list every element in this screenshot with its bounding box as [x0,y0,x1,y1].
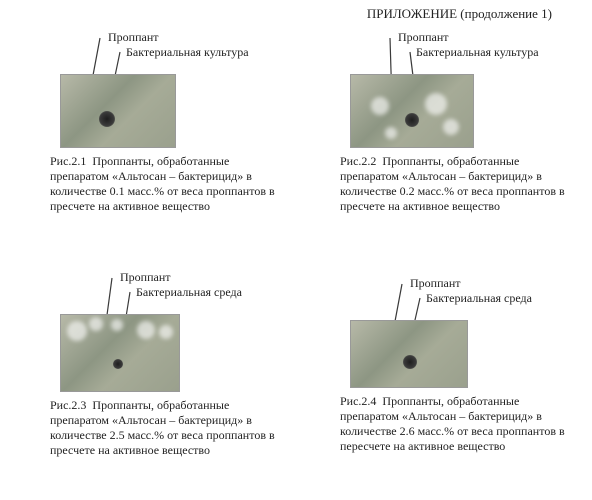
micrograph-image [350,74,474,148]
micrograph-image [350,320,468,388]
figure-panel-2-2: Проппант Бактериальная культура Рис.2.2 … [320,30,590,214]
figure-caption: Рис.2.3 Проппанты, обработанные препарат… [50,398,280,458]
annotation-labels: Проппант Бактериальная культура [30,30,300,74]
micrograph-image [60,74,176,148]
page-header: ПРИЛОЖЕНИЕ (продолжение 1) [367,6,552,22]
figure-id: Рис.2.2 [340,154,376,168]
annotation-labels: Проппант Бактериальная среда [30,270,300,314]
figure-id: Рис.2.4 [340,394,376,408]
label-medium: Бактериальная среда [426,291,590,306]
micrograph-image [60,314,180,392]
annotation-labels: Проппант Бактериальная культура [320,30,590,74]
figure-panel-2-3: Проппант Бактериальная среда Рис.2.3 Про… [30,270,300,458]
figure-caption: Рис.2.1 Проппанты, обработанные препарат… [50,154,280,214]
label-culture: Бактериальная культура [126,45,300,60]
figure-caption: Рис.2.4 Проппанты, обработанные препарат… [340,394,570,454]
figure-panel-2-4: Проппант Бактериальная среда Рис.2.4 Про… [320,276,590,454]
figure-id: Рис.2.3 [50,398,86,412]
figure-panel-2-1: Проппант Бактериальная культура Рис.2.1 … [30,30,300,214]
label-medium: Бактериальная среда [136,285,300,300]
figure-id: Рис.2.1 [50,154,86,168]
figure-caption: Рис.2.2 Проппанты, обработанные препарат… [340,154,570,214]
annotation-labels: Проппант Бактериальная среда [320,276,590,320]
label-culture: Бактериальная культура [416,45,590,60]
